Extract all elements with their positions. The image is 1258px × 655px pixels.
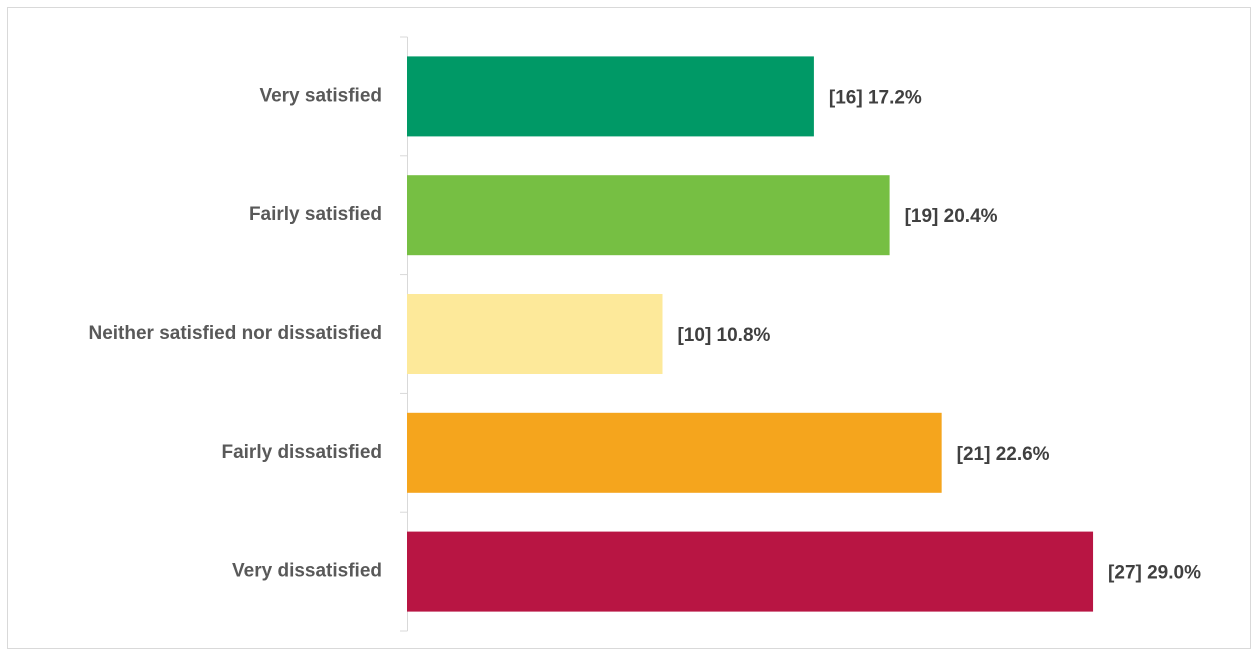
value-label: [19] 20.4% [905,206,998,227]
bar [407,175,890,256]
bar [407,56,814,137]
value-label: [27] 29.0% [1108,563,1201,584]
value-label: [10] 10.8% [677,325,770,346]
category-label: Fairly dissatisfied [221,442,382,463]
value-label: [21] 22.6% [957,444,1050,465]
bar [407,412,942,493]
category-label: Fairly satisfied [249,204,382,225]
category-label: Very satisfied [259,85,382,106]
category-label: Neither satisfied nor dissatisfied [88,323,382,344]
bar [407,294,663,374]
category-label: Very dissatisfied [232,561,382,582]
bar [407,531,1094,612]
value-label: [16] 17.2% [829,87,922,108]
